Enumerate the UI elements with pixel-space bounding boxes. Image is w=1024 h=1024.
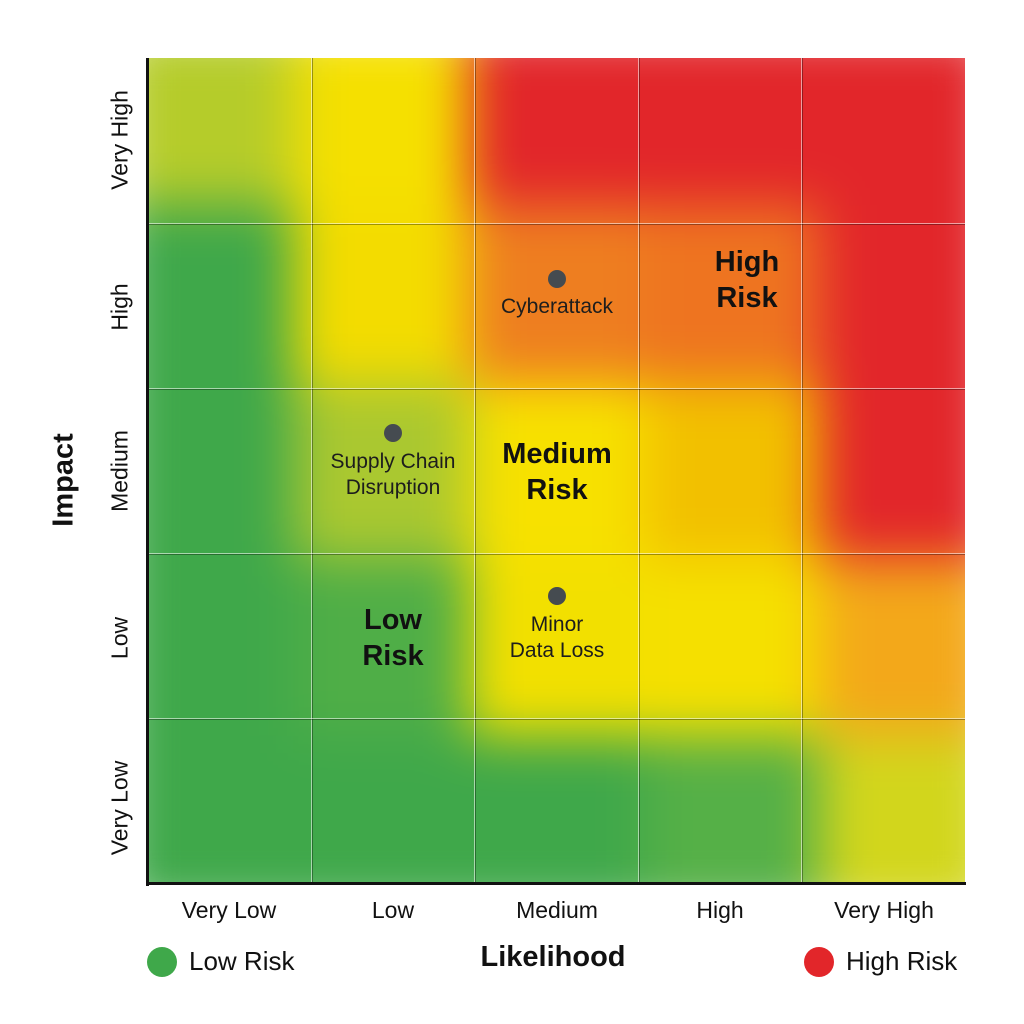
point-label-cyberattack: Cyberattack [500, 295, 614, 318]
heatmap-cell [148, 736, 294, 883]
heatmap-cell [819, 736, 965, 883]
legend-dot-high-risk-icon [804, 946, 834, 977]
x-tick-very-low: Very Low [181, 897, 277, 923]
legend-item-low-risk: Low Risk [147, 946, 294, 977]
heatmap-cell [644, 382, 820, 559]
point-label-minor-data-loss: Minor Data Loss [509, 613, 605, 662]
heatmap-cell [644, 559, 820, 736]
heatmap-cell [293, 58, 469, 205]
heatmap-cell [644, 205, 820, 382]
heatmap-cell [468, 736, 645, 883]
x-tick-low: Low [371, 897, 415, 923]
point-marker-minor-data-loss[interactable] [548, 587, 566, 605]
heatmap-cell [148, 58, 294, 205]
heatmap-cells [148, 58, 965, 883]
x-tick-high: High [696, 897, 744, 923]
y-axis-line [146, 58, 149, 886]
heatmap-cell [148, 382, 294, 559]
x-tick-medium: Medium [516, 897, 598, 923]
y-tick-very-low: Very Low [106, 760, 133, 856]
heatmap-cell [148, 559, 294, 736]
y-tick-medium: Medium [106, 430, 133, 512]
heatmap-cell [644, 58, 820, 205]
legend-item-high-risk: High Risk [804, 946, 957, 977]
heatmap-cell [293, 205, 469, 382]
heatmap-cell [468, 58, 645, 205]
heatmap-row [148, 736, 965, 883]
heatmap-cell [819, 205, 965, 382]
x-axis-line [146, 882, 966, 885]
point-marker-supply-chain[interactable] [384, 424, 402, 442]
heatmap-cell [468, 205, 645, 382]
zone-label-low-risk: Low Risk [362, 604, 424, 672]
x-tick-very-high: Very High [834, 897, 934, 923]
y-tick-low: Low [106, 616, 133, 660]
point-marker-cyberattack[interactable] [548, 270, 566, 288]
x-axis-title: Likelihood [480, 941, 626, 973]
heatmap-cell [644, 736, 820, 883]
risk-heatmap [148, 58, 965, 883]
heatmap-cell [468, 382, 645, 559]
heatmap-cell [148, 205, 294, 382]
heatmap-cell [819, 559, 965, 736]
y-tick-very-high: Very High [106, 90, 133, 190]
heatmap-gradient [148, 58, 965, 883]
heatmap-row [148, 382, 965, 559]
legend-label-high-risk: High Risk [846, 946, 958, 976]
zone-label-high-risk: High Risk [714, 246, 780, 314]
y-tick-high: High [106, 283, 133, 331]
zone-label-medium-risk: Medium Risk [502, 438, 612, 506]
heatmap-row [148, 58, 965, 205]
legend-label-low-risk: Low Risk [189, 946, 295, 976]
legend-dot-low-risk-icon [147, 946, 177, 977]
heatmap-cell [819, 58, 965, 205]
heatmap-cell [293, 382, 469, 559]
heatmap-row [148, 205, 965, 382]
point-label-supply-chain: Supply Chain Disruption [330, 450, 456, 499]
heatmap-cell [293, 559, 469, 736]
heatmap-cell [819, 382, 965, 559]
heatmap-cell [293, 736, 469, 883]
y-axis-title: Impact [47, 433, 80, 527]
